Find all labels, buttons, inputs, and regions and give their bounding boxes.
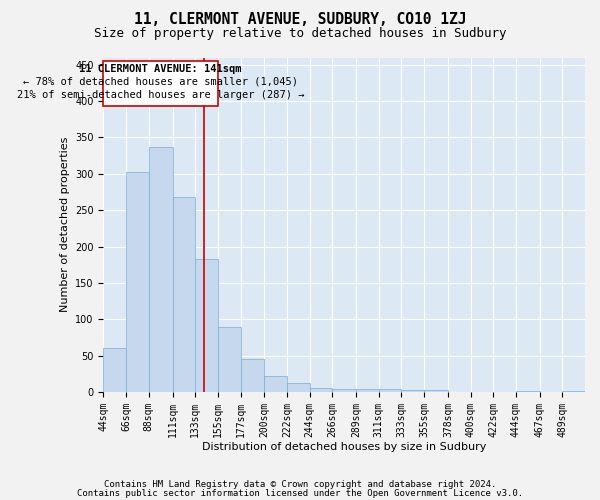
Text: 11, CLERMONT AVENUE, SUDBURY, CO10 1ZJ: 11, CLERMONT AVENUE, SUDBURY, CO10 1ZJ [134,12,466,28]
Text: Contains public sector information licensed under the Open Government Licence v3: Contains public sector information licen… [77,489,523,498]
Bar [332,389,356,392]
Bar [310,388,332,392]
Bar [195,259,218,392]
Y-axis label: Number of detached properties: Number of detached properties [59,137,70,312]
Bar [562,390,585,392]
Bar [265,376,287,392]
Text: Size of property relative to detached houses in Sudbury: Size of property relative to detached ho… [94,28,506,40]
X-axis label: Distribution of detached houses by size in Sudbury: Distribution of detached houses by size … [202,442,487,452]
Text: 21% of semi-detached houses are larger (287) →: 21% of semi-detached houses are larger (… [17,90,304,100]
Bar [424,390,448,392]
Bar [356,389,379,392]
Bar [516,390,539,392]
Bar [103,348,126,392]
Bar [149,147,173,392]
Bar [379,389,401,392]
Text: ← 78% of detached houses are smaller (1,045): ← 78% of detached houses are smaller (1,… [23,77,298,87]
Bar [241,360,265,392]
Bar [173,197,195,392]
Bar [401,390,424,392]
Bar [218,326,241,392]
Text: 11 CLERMONT AVENUE: 141sqm: 11 CLERMONT AVENUE: 141sqm [79,64,242,74]
Bar [287,383,310,392]
Bar [126,172,149,392]
Text: Contains HM Land Registry data © Crown copyright and database right 2024.: Contains HM Land Registry data © Crown c… [104,480,496,489]
FancyBboxPatch shape [103,61,218,106]
